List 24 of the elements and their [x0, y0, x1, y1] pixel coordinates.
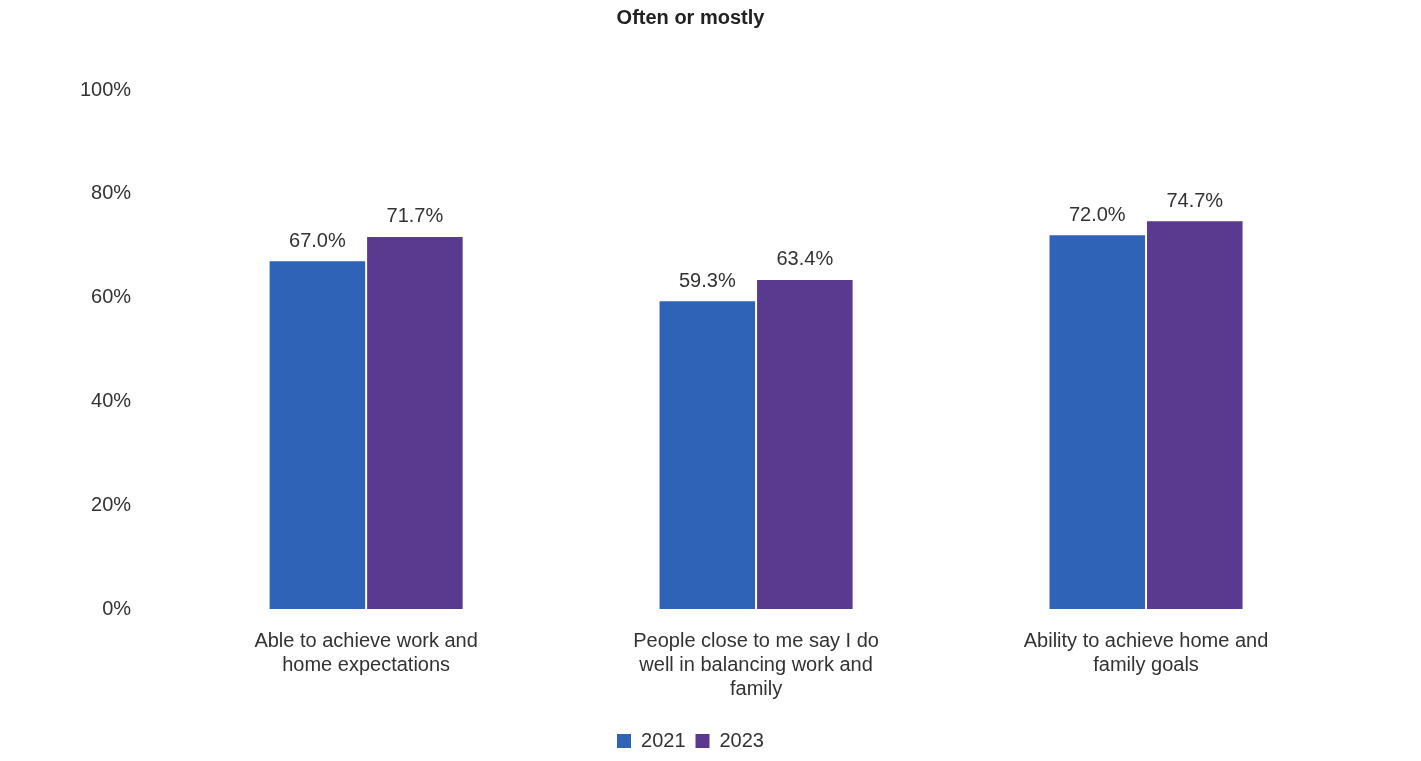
- x-tick-label: Able to achieve work and home expectations: [254, 628, 478, 675]
- y-tick-label: 20%: [91, 492, 132, 515]
- y-tick-label: 100%: [80, 77, 132, 100]
- bar: [1147, 221, 1243, 609]
- legend-label: 2023: [719, 728, 764, 751]
- y-tick-label: 0%: [102, 596, 132, 619]
- chart-title: Often or mostly: [616, 5, 766, 28]
- bar: [269, 261, 366, 609]
- bar: [757, 279, 853, 609]
- x-tick-label: People close to me say I do well in balancing work and family: [633, 628, 879, 699]
- data-label: 67.0%: [289, 228, 346, 251]
- bar: [367, 236, 463, 609]
- y-tick-label: 60%: [91, 285, 132, 308]
- x-tick-label: Ability to achieve home and family goals: [1023, 628, 1269, 675]
- data-label: 59.3%: [678, 268, 736, 291]
- bar: [1049, 235, 1146, 609]
- data-label: 74.7%: [1166, 188, 1224, 211]
- data-label: 63.4%: [776, 247, 834, 270]
- legend-label: 2021: [641, 728, 686, 751]
- data-label: 72.0%: [1068, 202, 1126, 225]
- bar: [659, 301, 756, 609]
- y-tick-label: 40%: [91, 388, 132, 411]
- data-label: 71.7%: [386, 204, 444, 227]
- y-tick-label: 80%: [91, 181, 132, 204]
